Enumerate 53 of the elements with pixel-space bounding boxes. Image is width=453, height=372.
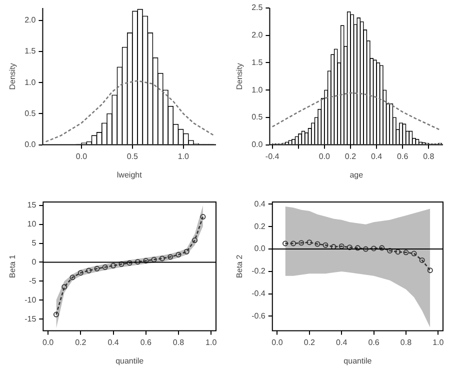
x-tick-label: 0.0 <box>272 338 284 347</box>
x-tick-label: 0.8 <box>400 338 412 347</box>
x-tick-label: 0.0 <box>42 338 54 347</box>
y-tick-label: 0.2 <box>254 222 266 231</box>
x-tick-label: 0.8 <box>172 338 185 347</box>
y-tick-label: 0.0 <box>252 140 264 150</box>
y-axis-title: Beta 2 <box>235 254 244 278</box>
x-tick-label: 0.4 <box>370 152 383 161</box>
y-tick-label: 0.5 <box>252 112 264 122</box>
y-tick-label: 0.5 <box>24 108 36 118</box>
x-tick-label: 1.0 <box>432 338 444 347</box>
x-tick-label: 0.2 <box>75 338 87 347</box>
x-tick-label: 0.4 <box>108 338 120 347</box>
x-tick-label: 0.6 <box>397 152 409 161</box>
x-tick-label: 0.5 <box>126 152 139 161</box>
x-axis-title: lweight <box>116 170 143 180</box>
x-axis-title: quantile <box>344 356 372 366</box>
x-tick-label: -0.4 <box>265 152 280 161</box>
x-tick-label: 0.2 <box>304 338 316 347</box>
x-axis-title: age <box>350 170 364 180</box>
x-tick-label: 1.0 <box>178 152 190 161</box>
y-tick-label: 2.0 <box>24 16 36 25</box>
y-tick-label: 1.5 <box>24 46 36 56</box>
x-tick-label: 0.0 <box>318 152 331 161</box>
y-tick-label: -0.4 <box>252 289 266 298</box>
x-tick-label: 0.0 <box>76 152 88 161</box>
y-tick-label: -0.2 <box>252 266 266 276</box>
y-tick-label: 0.0 <box>24 140 36 150</box>
x-tick-label: 0.6 <box>140 338 152 347</box>
y-tick-label: 0.0 <box>254 244 266 254</box>
y-tick-label: 1.0 <box>24 78 36 87</box>
x-axis-title: quantile <box>116 356 144 366</box>
y-tick-label: 0.4 <box>254 199 266 208</box>
y-axis-title: Density <box>8 63 18 90</box>
y-tick-label: 2.0 <box>252 30 264 40</box>
y-tick-label: -5 <box>29 276 37 286</box>
x-tick-label: 1.0 <box>206 338 218 347</box>
y-tick-label: 2.5 <box>252 3 264 12</box>
x-tick-label: 0.4 <box>336 338 348 347</box>
y-tick-label: 5 <box>32 238 37 248</box>
y-tick-label: 1.5 <box>252 58 264 67</box>
y-tick-label: 1.0 <box>252 85 264 94</box>
y-axis-title: Density <box>235 63 244 90</box>
y-tick-label: -0.6 <box>252 311 266 320</box>
y-tick-label: 0 <box>32 257 37 266</box>
y-tick-label: -10 <box>24 295 37 304</box>
y-tick-label: 10 <box>27 220 37 229</box>
y-tick-label: 15 <box>27 200 37 210</box>
y-axis-title: Beta 1 <box>8 254 18 278</box>
y-tick-label: -15 <box>24 314 37 324</box>
x-tick-label: 0.8 <box>423 152 435 161</box>
x-tick-label: 0.2 <box>344 152 357 161</box>
x-tick-label: 0.6 <box>368 338 380 347</box>
